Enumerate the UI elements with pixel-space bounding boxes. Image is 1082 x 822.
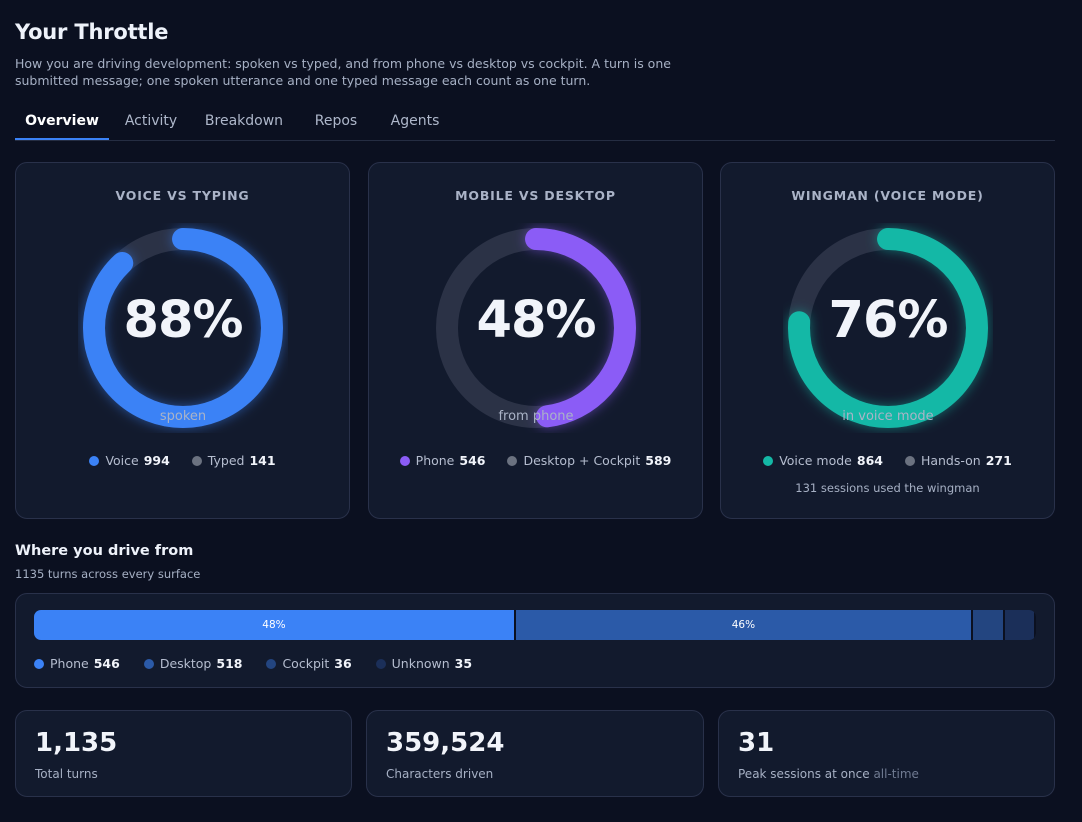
legend-label: Voice mode xyxy=(779,453,852,468)
legend-label: Phone xyxy=(415,453,455,468)
stat-value: 359,524 xyxy=(386,728,505,758)
legend-dot xyxy=(399,456,410,466)
legend-dot xyxy=(507,456,518,466)
donut-percent: 88% xyxy=(123,291,243,350)
card-title: MOBILE VS DESKTOP xyxy=(455,188,616,203)
legend-value: 271 xyxy=(985,453,1012,468)
legend-desktop-cockpit: Desktop + Cockpit 589 xyxy=(507,453,671,468)
surface-legend: Phone 546 Desktop 518 Cockpit 36 Unknown 35 xyxy=(34,656,492,671)
donut-legend: Voice mode 864 Hands-on 271 xyxy=(721,453,1054,468)
donut-legend: Phone 546 Desktop + Cockpit 589 xyxy=(369,453,702,468)
tab-overview[interactable]: Overview xyxy=(15,107,109,140)
legend-cockpit: Cockpit 36 xyxy=(266,656,352,671)
legend-value: 546 xyxy=(93,656,120,671)
card-title: WINGMAN (VOICE MODE) xyxy=(791,188,984,203)
donut-ring xyxy=(436,228,636,428)
legend-dot xyxy=(904,456,915,466)
donut-arc xyxy=(788,228,988,428)
legend-dot xyxy=(266,659,277,669)
donut-caption: spoken xyxy=(159,409,207,424)
legend-value: 864 xyxy=(856,453,883,468)
legend-value: 546 xyxy=(459,453,486,468)
bar-segment-phone: 48% xyxy=(34,610,516,640)
legend-dot xyxy=(34,659,44,669)
legend-value: 518 xyxy=(216,656,243,671)
donut-ring xyxy=(83,228,283,428)
legend-value: 35 xyxy=(454,656,473,671)
donut-percent: 76% xyxy=(828,291,948,350)
legend-phone: Phone 546 xyxy=(399,453,486,468)
total-turns-card: 1,135 Total turns xyxy=(15,710,352,797)
legend-dot xyxy=(763,456,774,466)
stat-value: 1,135 xyxy=(35,728,118,758)
stat-label-text: Peak sessions at once xyxy=(738,767,870,781)
characters-driven-card: 359,524 Characters driven xyxy=(366,710,704,797)
tab-activity[interactable]: Activity xyxy=(124,113,178,129)
page-title: Your Throttle xyxy=(15,20,169,44)
donut-caption: in voice mode xyxy=(842,409,934,424)
section-title: Where you drive from xyxy=(15,543,194,559)
section-subtitle: 1135 turns across every surface xyxy=(15,567,201,581)
legend-label: Unknown xyxy=(391,656,450,671)
surface-breakdown-card: 48% 46% Phone 546 Desktop 518 Cockpit 36 Un… xyxy=(15,593,1055,688)
tab-breakdown[interactable]: Breakdown xyxy=(204,113,284,129)
stat-value: 31 xyxy=(738,728,775,758)
legend-typed: Typed 141 xyxy=(191,453,276,468)
legend-voice: Voice 994 xyxy=(89,453,170,468)
legend-dot xyxy=(89,456,100,466)
wingman-voice-mode-card: WINGMAN (VOICE MODE) 76% in voice mode V… xyxy=(720,162,1055,519)
stat-label-qualifier: all-time xyxy=(873,767,919,781)
page-description: How you are driving development: spoken … xyxy=(15,56,671,88)
donut-arc xyxy=(83,228,283,428)
donut-arc xyxy=(436,228,636,428)
legend-value: 589 xyxy=(645,453,672,468)
tab-agents[interactable]: Agents xyxy=(390,113,440,129)
stat-label: Total turns xyxy=(35,767,98,781)
wingman-sessions-note: 131 sessions used the wingman xyxy=(795,481,980,495)
legend-phone: Phone 546 xyxy=(34,656,120,671)
legend-value: 36 xyxy=(334,656,352,671)
legend-voice-mode: Voice mode 864 xyxy=(763,453,883,468)
donut-legend: Voice 994 Typed 141 xyxy=(16,453,349,468)
tab-repos[interactable]: Repos xyxy=(314,113,358,129)
legend-dot xyxy=(375,659,386,669)
mobile-vs-desktop-card: MOBILE VS DESKTOP 48% from phone Phone 54… xyxy=(368,162,703,519)
card-title: VOICE VS TYPING xyxy=(115,188,250,203)
donut-caption: from phone xyxy=(498,409,574,424)
bar-segment-desktop: 46% xyxy=(515,610,973,640)
donut-chart: 76% in voice mode xyxy=(783,223,993,433)
donut-percent: 48% xyxy=(476,291,596,350)
stat-label-text: Characters driven xyxy=(386,767,494,781)
donut-chart: 48% from phone xyxy=(431,223,641,433)
legend-value: 994 xyxy=(143,453,170,468)
legend-label: Voice xyxy=(105,453,139,468)
stat-label-text: Total turns xyxy=(35,767,98,781)
bar-segment-unknown xyxy=(1004,610,1036,640)
legend-label: Hands-on xyxy=(920,453,981,468)
legend-label: Phone xyxy=(50,656,89,671)
stat-label: Characters driven xyxy=(386,767,493,781)
legend-label: Typed xyxy=(207,453,245,468)
peak-sessions-card: 31 Peak sessions at once all-time xyxy=(718,710,1055,797)
legend-desktop: Desktop 518 xyxy=(143,656,243,671)
legend-unknown: Unknown 35 xyxy=(375,656,473,671)
legend-value: 141 xyxy=(249,453,276,468)
surface-stacked-bar: 48% 46% xyxy=(34,610,1036,640)
legend-label: Cockpit xyxy=(282,656,330,671)
voice-vs-typing-card: VOICE VS TYPING 88% spoken Voice 994 Type… xyxy=(15,162,350,519)
legend-label: Desktop xyxy=(159,656,212,671)
legend-dot xyxy=(143,659,154,669)
donut-ring xyxy=(788,228,988,428)
legend-hands-on: Hands-on 271 xyxy=(904,453,1012,468)
tab-bar: Overview Activity Breakdown Repos Agents xyxy=(15,107,1055,141)
bar-segment-cockpit xyxy=(972,610,1005,640)
legend-label: Desktop + Cockpit xyxy=(523,453,641,468)
stat-label: Peak sessions at once all-time xyxy=(738,767,919,781)
legend-dot xyxy=(191,456,202,466)
donut-chart: 88% spoken xyxy=(78,223,288,433)
